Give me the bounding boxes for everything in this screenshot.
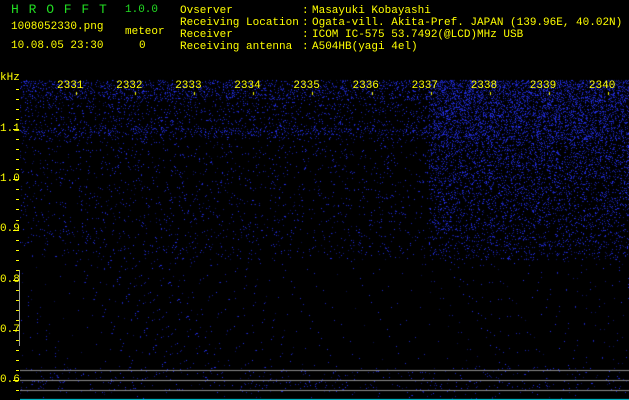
y-tick-label: 0.9 xyxy=(0,223,20,236)
info-label: Receiver xyxy=(180,29,233,41)
x-tick-label: 2333 xyxy=(175,80,202,92)
x-tick-label: 2337 xyxy=(411,80,438,92)
info-sep: : xyxy=(302,5,309,17)
info-sep: : xyxy=(302,17,309,29)
y-axis-label: kHz xyxy=(0,72,20,84)
info-value: A504HB(yagi 4el) xyxy=(312,41,418,53)
x-tick-label: 2335 xyxy=(293,80,320,92)
info-value: Ogata-vill. Akita-Pref. JAPAN (139.96E, … xyxy=(312,17,623,29)
info-sep: : xyxy=(302,29,309,41)
x-tick-label: 2338 xyxy=(470,80,498,92)
info-label: Ovserver xyxy=(180,5,233,17)
filename: 1008052330.png xyxy=(11,21,104,33)
x-tick-label: 2336 xyxy=(352,80,379,92)
y-tick-label: 0.6 xyxy=(0,374,20,386)
y-tick-label: 1.0 xyxy=(0,173,20,186)
x-tick-label: 2334 xyxy=(234,80,261,92)
spectrogram xyxy=(20,78,629,400)
y-axis-ticks xyxy=(13,89,20,391)
y-tick-label: 1.1 xyxy=(0,123,20,135)
meteor-label: meteor xyxy=(125,26,165,38)
meteor-count: 0 xyxy=(139,40,146,52)
x-tick-label: 2331 xyxy=(57,80,84,92)
info-label: Receiving antenna xyxy=(180,41,293,53)
x-tick-label: 2340 xyxy=(588,80,616,92)
y-tick-label: 0.8 xyxy=(0,273,20,286)
info-value: ICOM IC-575 53.7492(@LCD)MHz USB xyxy=(312,29,524,41)
info-sep: : xyxy=(302,41,309,53)
y-tick-label: 0.7 xyxy=(0,323,20,336)
info-value: Masayuki Kobayashi xyxy=(312,5,431,17)
info-label: Receiving Location xyxy=(180,17,299,29)
app-title: H R O F F T xyxy=(11,2,108,17)
x-tick-label: 2332 xyxy=(116,80,143,92)
app-version: 1.0.0 xyxy=(125,4,159,16)
x-tick-label: 2339 xyxy=(529,80,557,92)
datetime: 10.08.05 23:30 xyxy=(11,40,104,52)
